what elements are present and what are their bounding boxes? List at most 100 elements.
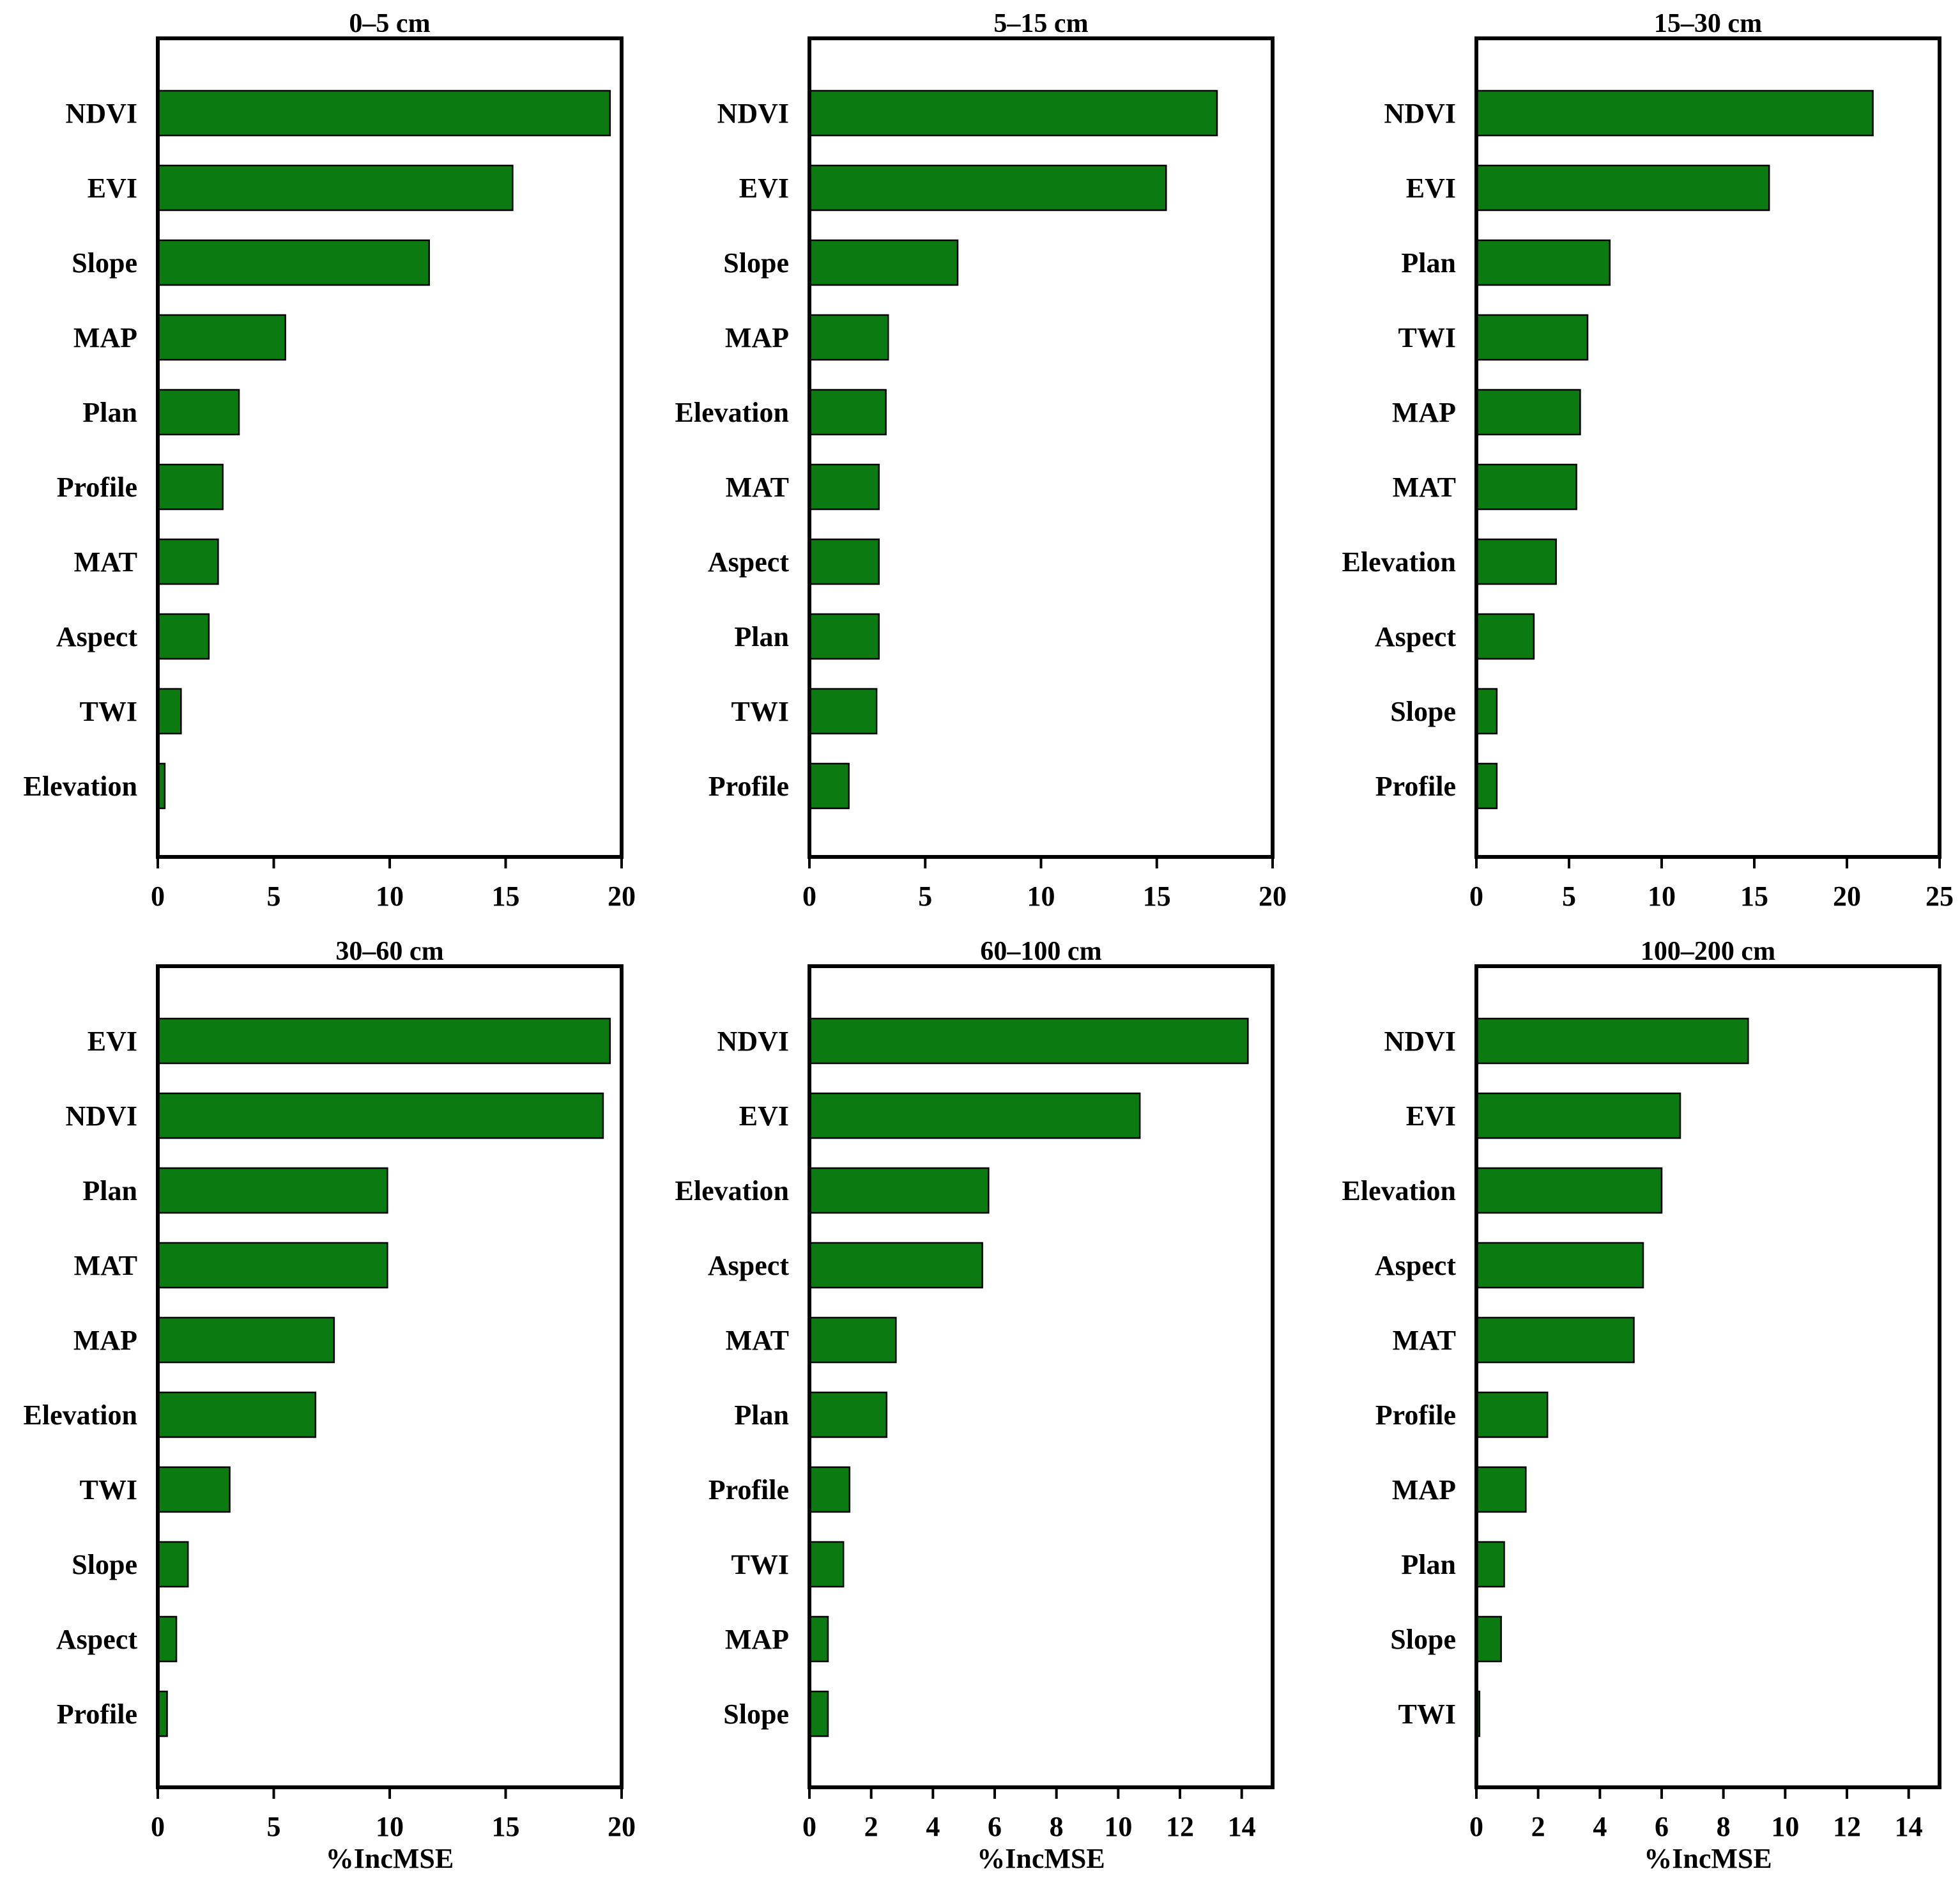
bar-elevation (157, 1391, 317, 1438)
x-tick-label: 20 (1259, 881, 1287, 912)
chart-title: 15–30 cm (1654, 9, 1762, 38)
category-label: Aspect (1375, 621, 1456, 652)
category-label: Elevation (675, 397, 789, 428)
chart-title: 0–5 cm (349, 9, 430, 38)
category-label: Elevation (1342, 546, 1456, 578)
category-label: MAP (725, 1624, 789, 1655)
bar-ndvi (157, 89, 611, 137)
bar-map (808, 1615, 829, 1663)
bar-ndvi (1475, 1017, 1749, 1065)
category-label: MAP (1392, 397, 1456, 428)
x-tick-label: 2 (1531, 1811, 1545, 1842)
bar-ndvi (1475, 89, 1874, 137)
category-label: Aspect (56, 621, 137, 652)
x-tick-label: 15 (1143, 881, 1171, 912)
x-tick-label: 0 (151, 1811, 165, 1842)
plot-frame (808, 36, 1275, 859)
x-tick-label: 0 (802, 881, 816, 912)
category-label: Slope (72, 247, 137, 279)
bar-mat (157, 538, 219, 585)
x-tick-label: 4 (1593, 1811, 1607, 1842)
bar-evi (1475, 164, 1770, 212)
bar-profile (808, 1466, 851, 1513)
x-tick-label: 14 (1895, 1811, 1923, 1842)
x-tick-label: 0 (151, 881, 165, 912)
chart-title: 60–100 cm (980, 937, 1101, 966)
bar-twi (808, 1541, 845, 1588)
category-label: TWI (731, 1549, 789, 1580)
category-label: EVI (88, 1026, 137, 1057)
category-label: Profile (1375, 1399, 1456, 1431)
bar-mat (1475, 463, 1577, 511)
bar-mat (1475, 1316, 1635, 1364)
bar-elevation (1475, 1167, 1663, 1214)
bar-aspect (157, 613, 210, 660)
category-label: EVI (739, 173, 789, 204)
category-label: Plan (82, 397, 137, 428)
x-tick-label: 10 (1771, 1811, 1799, 1842)
bar-plan (1475, 239, 1611, 286)
category-label: MAP (73, 322, 137, 353)
category-label: MAT (1393, 472, 1456, 503)
bar-map (157, 314, 286, 361)
x-tick-label: 12 (1833, 1811, 1861, 1842)
x-tick-label: 6 (1655, 1811, 1669, 1842)
category-label: TWI (1398, 1698, 1456, 1730)
bar-map (157, 1316, 335, 1364)
bar-profile (808, 762, 850, 810)
category-label: EVI (1406, 1100, 1456, 1132)
plot-frame (156, 36, 624, 859)
bar-evi (157, 164, 514, 212)
bar-slope (808, 239, 959, 286)
chart-title: 100–200 cm (1641, 937, 1775, 966)
bar-evi (808, 164, 1167, 212)
x-tick-label: 0 (1469, 1811, 1483, 1842)
bar-mat (808, 463, 880, 511)
category-label: MAP (1392, 1474, 1456, 1506)
plot-frame (156, 964, 624, 1789)
bar-aspect (1475, 613, 1535, 660)
category-label: Elevation (675, 1175, 789, 1206)
bar-plan (808, 613, 880, 660)
chart-panel-1: 0–5 cm NDVI EVI Slope MAP Plan Profile MAT Aspec… (24, 9, 636, 912)
x-tick-label: 10 (376, 881, 404, 912)
category-label: TWI (80, 696, 137, 727)
chart-title: 5–15 cm (993, 9, 1088, 38)
bar-twi (808, 688, 878, 735)
x-tick-label: 8 (1050, 1811, 1064, 1842)
chart-panel-3: 15–30 cm NDVI EVI Plan TWI MAP MAT Elevation Asp… (1342, 9, 1954, 912)
category-label: Profile (57, 1698, 137, 1730)
bar-profile (157, 463, 224, 511)
x-tick-label: 12 (1166, 1811, 1194, 1842)
bar-slope (808, 1690, 829, 1737)
category-label: TWI (80, 1474, 137, 1506)
x-tick-label: 0 (1469, 881, 1483, 912)
x-tick-label: 15 (1740, 881, 1768, 912)
category-label: EVI (88, 173, 137, 204)
category-label: Profile (708, 771, 789, 802)
chart-panel-6: 100–200 cm NDVI EVI Elevation Aspect MAT Profi… (1342, 937, 1941, 1874)
category-label: Aspect (708, 546, 789, 578)
x-tick-label: 8 (1717, 1811, 1731, 1842)
category-label: MAP (725, 322, 789, 353)
plot-frame (1474, 36, 1941, 859)
category-label: MAT (1393, 1325, 1456, 1356)
x-tick-label: 2 (864, 1811, 878, 1842)
bar-plan (157, 389, 240, 436)
bar-slope (157, 1541, 189, 1588)
category-label: MAT (74, 1250, 137, 1281)
x-tick-label: 20 (608, 1811, 636, 1842)
category-label: EVI (1406, 173, 1456, 204)
x-tick-label: 4 (926, 1811, 940, 1842)
category-label: MAT (726, 472, 789, 503)
category-label: Plan (1401, 247, 1456, 279)
bar-twi (157, 688, 182, 735)
bar-twi (157, 1466, 231, 1513)
category-label: Profile (708, 1474, 789, 1506)
category-label: Plan (734, 1399, 789, 1431)
bar-slope (1475, 1615, 1502, 1663)
category-label: Aspect (1375, 1250, 1456, 1281)
category-label: Slope (723, 1698, 789, 1730)
category-label: MAP (73, 1325, 137, 1356)
